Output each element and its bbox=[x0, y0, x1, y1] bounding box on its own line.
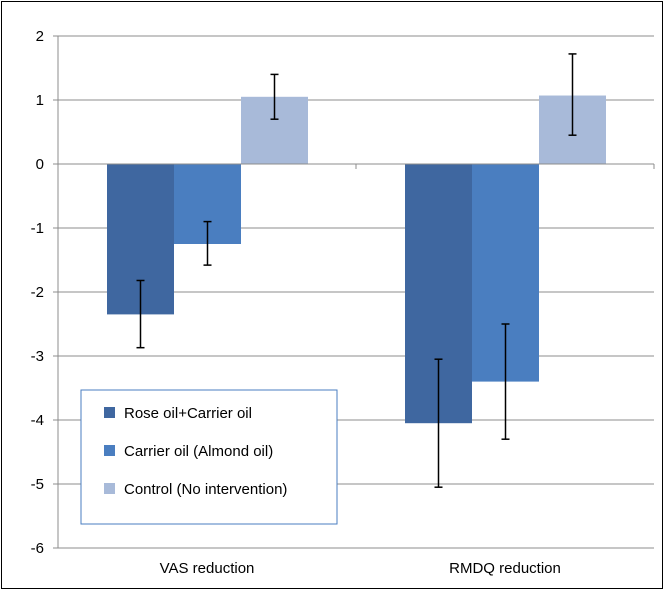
y-tick-label: -6 bbox=[31, 540, 44, 557]
x-category-label: VAS reduction bbox=[160, 560, 255, 577]
y-tick-label: -2 bbox=[31, 284, 44, 301]
y-tick-label: -4 bbox=[31, 412, 44, 429]
y-tick-label: -5 bbox=[31, 476, 44, 493]
bars bbox=[107, 95, 606, 424]
legend-label: Control (No intervention) bbox=[124, 481, 287, 498]
error-bars bbox=[136, 53, 577, 488]
legend-label: Carrier oil (Almond oil) bbox=[124, 443, 273, 460]
axes bbox=[57, 36, 655, 548]
y-tick-label: 0 bbox=[36, 156, 44, 173]
x-axis-category-labels: VAS reduction RMDQ reduction bbox=[160, 560, 561, 577]
y-tick-label: 1 bbox=[36, 92, 44, 109]
legend-swatch bbox=[104, 445, 115, 456]
legend-box bbox=[80, 389, 338, 525]
y-tick-label: -1 bbox=[31, 220, 44, 237]
legend-swatch bbox=[104, 407, 115, 418]
legend: Rose oil+Carrier oil Carrier oil (Almond … bbox=[80, 389, 338, 525]
y-tick-label: 2 bbox=[36, 28, 44, 45]
x-category-label: RMDQ reduction bbox=[449, 560, 561, 577]
y-axis-tick-labels: 2 1 0 -1 -2 -3 -4 -5 -6 bbox=[31, 28, 44, 557]
y-tick-label: -3 bbox=[31, 348, 44, 365]
legend-label: Rose oil+Carrier oil bbox=[124, 405, 252, 422]
legend-swatch bbox=[104, 483, 115, 494]
